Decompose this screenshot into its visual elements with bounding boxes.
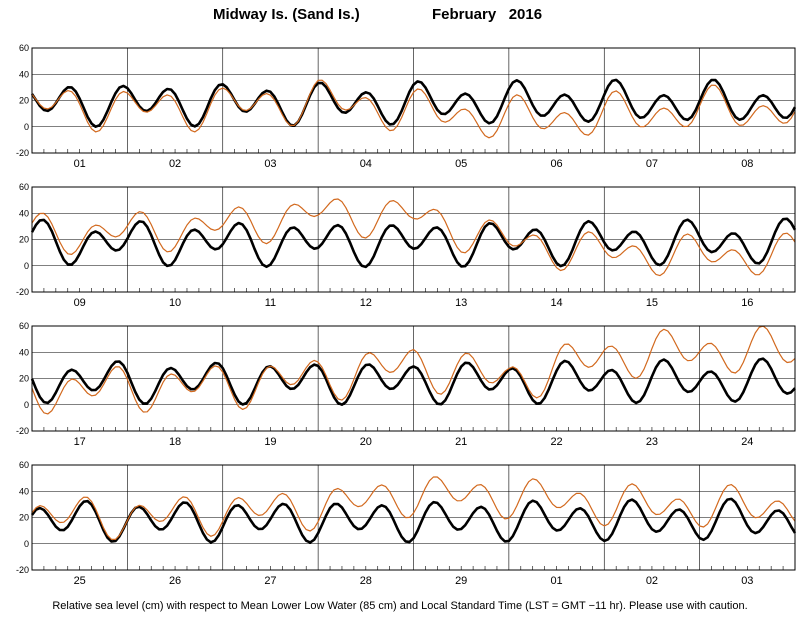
day-label: 19 — [264, 436, 276, 448]
day-label: 20 — [360, 436, 372, 448]
y-tick-label: 20 — [19, 96, 29, 106]
y-tick-label: -20 — [16, 148, 29, 158]
day-label: 02 — [169, 158, 181, 170]
day-label: 06 — [550, 158, 562, 170]
predicted-tide-line — [30, 78, 797, 128]
y-tick-label: 40 — [19, 69, 29, 79]
y-tick-label: 60 — [19, 460, 29, 470]
day-label: 11 — [265, 297, 276, 309]
day-label: 24 — [741, 436, 753, 448]
day-label: 01 — [74, 158, 86, 170]
y-tick-label: 0 — [24, 400, 29, 410]
day-label: 16 — [741, 297, 753, 309]
y-tick-label: 40 — [19, 347, 29, 357]
day-label: 26 — [169, 575, 181, 587]
panel-frame — [31, 186, 796, 293]
month-label: February 2016 — [432, 6, 543, 23]
day-label: 09 — [74, 297, 86, 309]
day-label: 12 — [360, 297, 372, 309]
predicted-tide-line — [30, 357, 796, 407]
day-label: 28 — [360, 575, 372, 587]
day-label: 25 — [74, 575, 86, 587]
y-tick-label: 60 — [19, 43, 29, 53]
day-label: 01 — [550, 575, 562, 587]
y-tick-label: 0 — [24, 122, 29, 132]
y-tick-label: 60 — [19, 321, 29, 331]
y-tick-label: 0 — [24, 539, 29, 549]
day-label: 08 — [741, 158, 753, 170]
day-label: 03 — [741, 575, 753, 587]
day-label: 02 — [646, 575, 658, 587]
observed-sea-level-line — [31, 79, 796, 139]
day-label: 22 — [550, 436, 562, 448]
y-tick-label: 40 — [19, 486, 29, 496]
day-label: 03 — [264, 158, 276, 170]
observed-sea-level-line — [31, 325, 796, 415]
station-name: Midway Is. (Sand Is.) — [213, 6, 360, 23]
day-label: 23 — [646, 436, 658, 448]
y-tick-label: 20 — [19, 235, 29, 245]
chart-caption: Relative sea level (cm) with respect to … — [52, 600, 748, 612]
panel-frame — [31, 325, 796, 432]
day-label: 05 — [455, 158, 467, 170]
predicted-tide-line — [30, 497, 797, 544]
day-label: 15 — [646, 297, 658, 309]
y-tick-label: -20 — [16, 426, 29, 436]
day-label: 21 — [455, 436, 467, 448]
y-tick-label: 40 — [19, 208, 29, 218]
day-label: 18 — [169, 436, 181, 448]
observed-sea-level-line — [31, 198, 796, 277]
chart-title: Midway Is. (Sand Is.) February 2016 — [0, 6, 800, 30]
day-label: 07 — [646, 158, 658, 170]
panel-frame — [31, 464, 796, 571]
observed-sea-level-line — [31, 476, 796, 541]
day-label: 17 — [74, 436, 86, 448]
y-tick-label: -20 — [16, 287, 29, 297]
panel-frame — [31, 47, 796, 154]
day-label: 13 — [455, 297, 467, 309]
day-label: 29 — [455, 575, 467, 587]
predicted-tide-line — [30, 217, 797, 269]
day-label: 27 — [264, 575, 276, 587]
y-tick-label: 0 — [24, 261, 29, 271]
day-label: 04 — [360, 158, 372, 170]
y-tick-label: 20 — [19, 374, 29, 384]
day-label: 14 — [550, 297, 562, 309]
day-label: 10 — [169, 297, 181, 309]
y-tick-label: 20 — [19, 513, 29, 523]
y-tick-label: 60 — [19, 182, 29, 192]
y-tick-label: -20 — [16, 565, 29, 575]
